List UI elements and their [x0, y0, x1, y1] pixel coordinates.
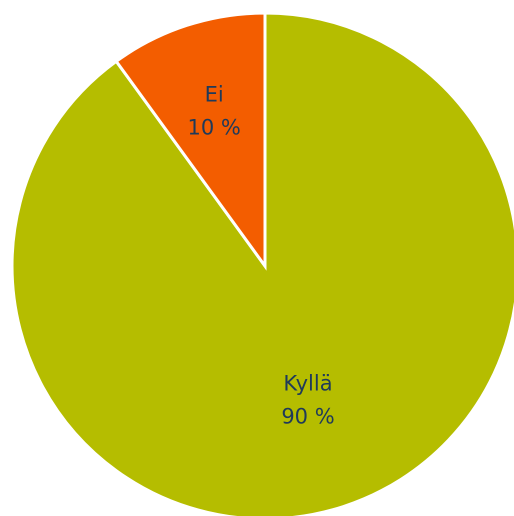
slice-category-label: Kyllä [283, 371, 332, 395]
pie-slice-ei [114, 11, 267, 271]
slice-category-label: Ei [205, 83, 224, 107]
slice-value-label: 10 % [188, 116, 241, 140]
slice-value-label: 90 % [281, 404, 334, 428]
pie-labels: Kyllä 90 % Ei 10 % [188, 83, 335, 429]
pie-slices [10, 11, 514, 516]
